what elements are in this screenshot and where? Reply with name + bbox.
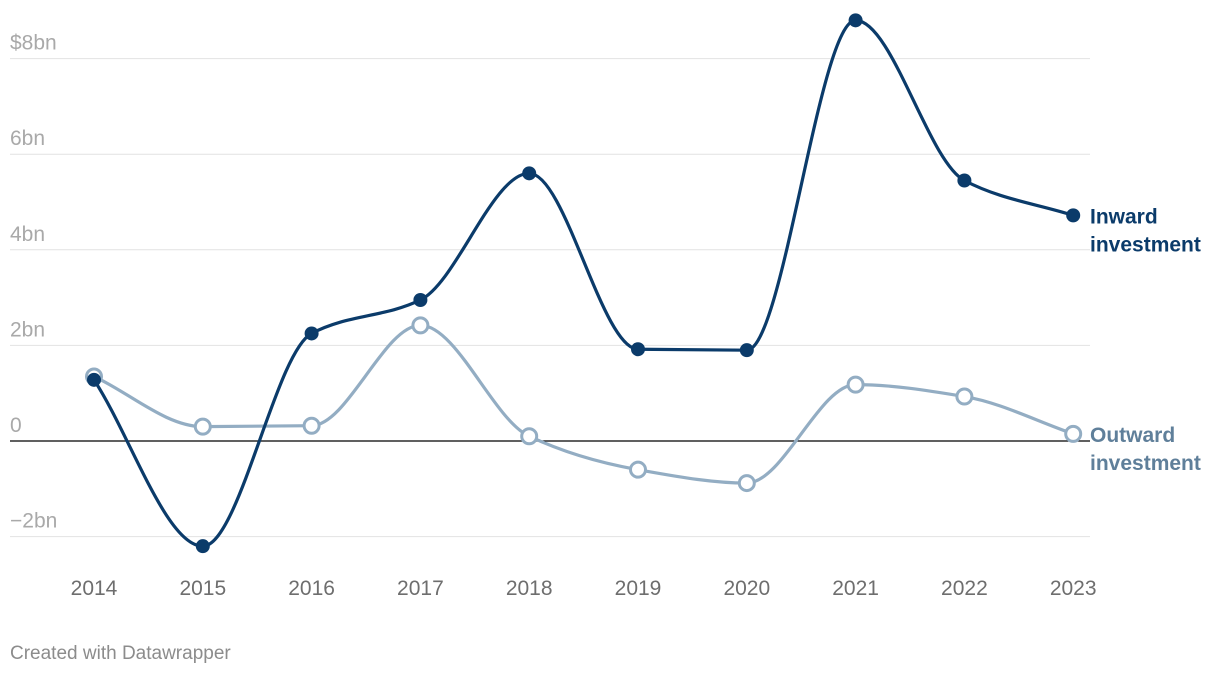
inward-investment-point xyxy=(195,539,210,554)
x-tick-label: 2021 xyxy=(832,577,879,600)
y-tick-label: 6bn xyxy=(10,127,45,150)
outward-investment-label: Outward investment xyxy=(1090,424,1201,475)
outward-investment-point xyxy=(411,316,430,335)
credit-text: Created with Datawrapper xyxy=(10,643,231,664)
outward-investment-point xyxy=(302,416,321,435)
inward-investment-point xyxy=(1066,208,1081,223)
grid-layer xyxy=(10,58,1090,538)
inward-investment-point xyxy=(413,292,428,307)
y-tick-label: 0 xyxy=(10,414,22,437)
x-tick-label: 2023 xyxy=(1050,577,1097,600)
x-tick-label: 2019 xyxy=(615,577,662,600)
y-tick-label: 2bn xyxy=(10,318,45,341)
inward-investment-point xyxy=(304,326,319,341)
series-layer xyxy=(85,13,1083,554)
x-tick-label: 2018 xyxy=(506,577,553,600)
y-tick-label: 4bn xyxy=(10,223,45,246)
x-tick-label: 2015 xyxy=(179,577,226,600)
x-tick-label: 2022 xyxy=(941,577,988,600)
inward-investment-point xyxy=(848,13,863,28)
outward-investment-point xyxy=(1064,424,1083,443)
outward-investment-point xyxy=(955,387,974,406)
outward-investment-line xyxy=(92,323,1075,485)
x-tick-label: 2020 xyxy=(723,577,770,600)
outward-investment-point xyxy=(846,375,865,394)
inward-investment-point xyxy=(631,342,645,357)
x-tick-label: 2017 xyxy=(397,577,444,600)
label-layer: −2bn 0 2bn 4bn 6bn $8bn 2014 2015 2016 2017 2018 20… xyxy=(10,32,1201,600)
inward-investment-label: Inward investment xyxy=(1090,205,1201,256)
inward-investment-point xyxy=(957,173,972,188)
inward-investment-point xyxy=(87,372,101,387)
x-tick-label: 2016 xyxy=(288,577,335,600)
outward-investment-point xyxy=(629,460,647,479)
outward-investment-point xyxy=(193,417,212,436)
y-tick-label: $8bn xyxy=(10,32,57,55)
y-tick-label: −2bn xyxy=(10,510,57,533)
outward-investment-point xyxy=(520,427,539,446)
inward-investment-line xyxy=(92,18,1075,548)
inward-investment-point xyxy=(739,343,754,358)
outward-investment-point xyxy=(737,474,756,493)
inward-investment-point xyxy=(522,166,537,181)
x-tick-label: 2014 xyxy=(71,577,118,600)
